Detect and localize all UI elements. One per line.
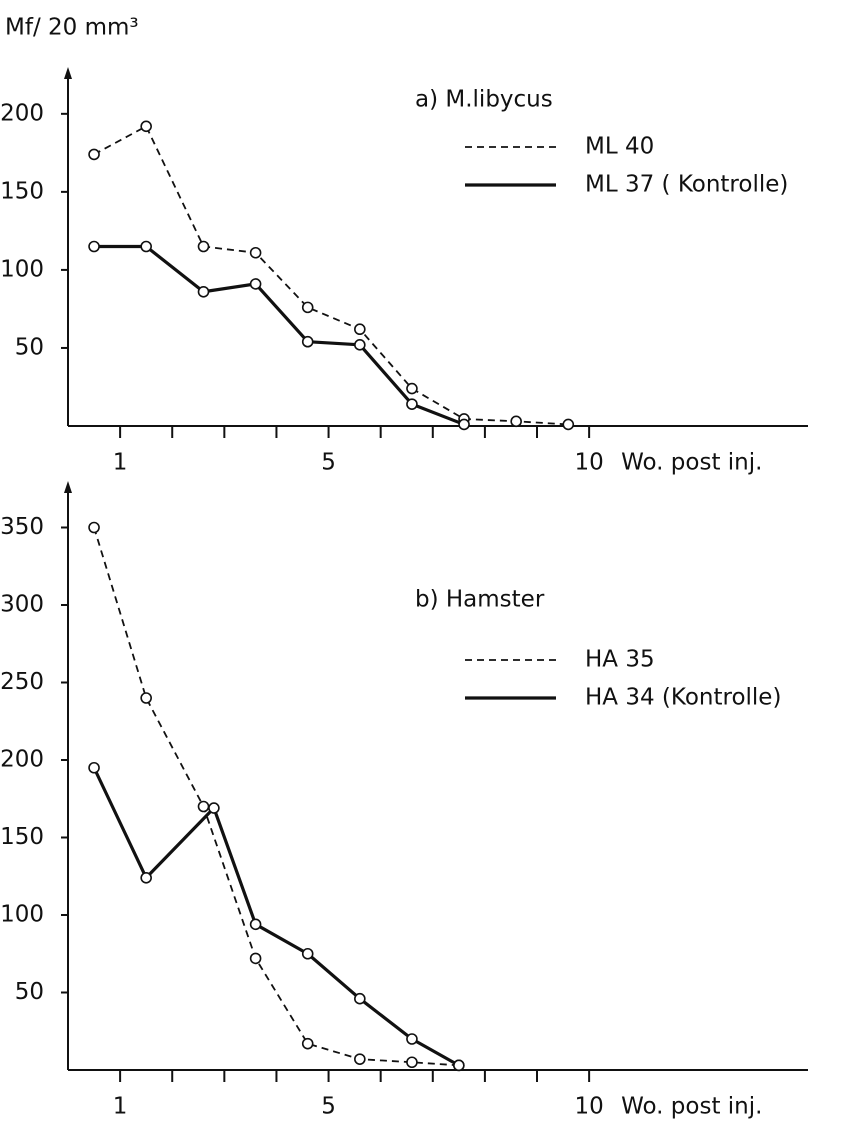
data-point <box>406 382 418 395</box>
legend-label: HA 34 (Kontrolle) <box>585 685 781 711</box>
data-point <box>249 918 262 931</box>
series-line <box>93 527 459 1067</box>
y-tick-label: 100 <box>0 256 44 282</box>
data-point <box>140 692 152 704</box>
data-point <box>140 240 152 253</box>
data-point <box>88 761 100 774</box>
x-tick-label: 1 <box>113 450 128 476</box>
legend-label: ML 40 <box>585 134 654 160</box>
data-point <box>458 418 470 431</box>
panel-title: b) Hamster <box>415 587 545 613</box>
y-tick-label: 150 <box>0 178 44 204</box>
x-tick-label: 5 <box>321 450 336 476</box>
y-tick-label: 250 <box>0 669 44 695</box>
data-point <box>453 1059 465 1072</box>
y-tick-label: 200 <box>0 747 44 773</box>
data-point <box>301 335 314 348</box>
data-point <box>301 301 314 314</box>
data-point <box>406 1033 418 1045</box>
y-tick-label: 50 <box>15 979 44 1005</box>
data-point <box>249 278 262 290</box>
y-tick-label: 150 <box>0 824 44 850</box>
series-line <box>92 767 460 1067</box>
data-point <box>88 240 100 253</box>
y-tick-label: 350 <box>0 514 44 540</box>
y-tick-label: 50 <box>15 334 44 360</box>
data-point <box>354 1053 366 1065</box>
y-tick-label: 300 <box>0 592 44 618</box>
y-axis-label: Mf/ 20 mm³ <box>5 15 139 41</box>
data-point <box>140 871 152 884</box>
panel-title: a) M.libycus <box>415 87 553 113</box>
x-axis-label: Wo. post inj. <box>621 1094 762 1120</box>
y-tick-label: 100 <box>0 902 44 928</box>
data-point <box>197 240 210 253</box>
y-axis-arrow <box>64 67 72 79</box>
data-point <box>249 952 262 965</box>
x-tick-label: 1 <box>113 1094 128 1120</box>
data-point <box>301 947 314 960</box>
data-point <box>197 800 210 813</box>
data-point <box>354 323 366 336</box>
series-line <box>93 125 569 426</box>
legend-label: ML 37 ( Kontrolle) <box>585 172 788 198</box>
data-point <box>354 339 366 351</box>
data-point <box>140 120 152 133</box>
data-point <box>301 1037 314 1050</box>
data-point <box>562 418 575 431</box>
data-point <box>354 992 366 1005</box>
data-point <box>249 246 262 259</box>
data-point <box>88 148 100 161</box>
data-point <box>406 398 418 410</box>
data-point <box>197 285 210 298</box>
x-tick-label: 5 <box>321 1094 336 1120</box>
x-tick-label: 10 <box>574 450 603 476</box>
data-point <box>510 415 522 428</box>
data-point <box>88 521 100 534</box>
y-tick-label: 200 <box>0 100 44 126</box>
data-point <box>208 802 220 814</box>
x-tick-label: 10 <box>574 1094 603 1120</box>
data-point <box>406 1056 418 1069</box>
series-line <box>94 244 465 426</box>
legend-label: HA 35 <box>585 647 655 673</box>
x-axis-label: Wo. post inj. <box>621 450 762 476</box>
y-axis-arrow <box>64 481 72 493</box>
